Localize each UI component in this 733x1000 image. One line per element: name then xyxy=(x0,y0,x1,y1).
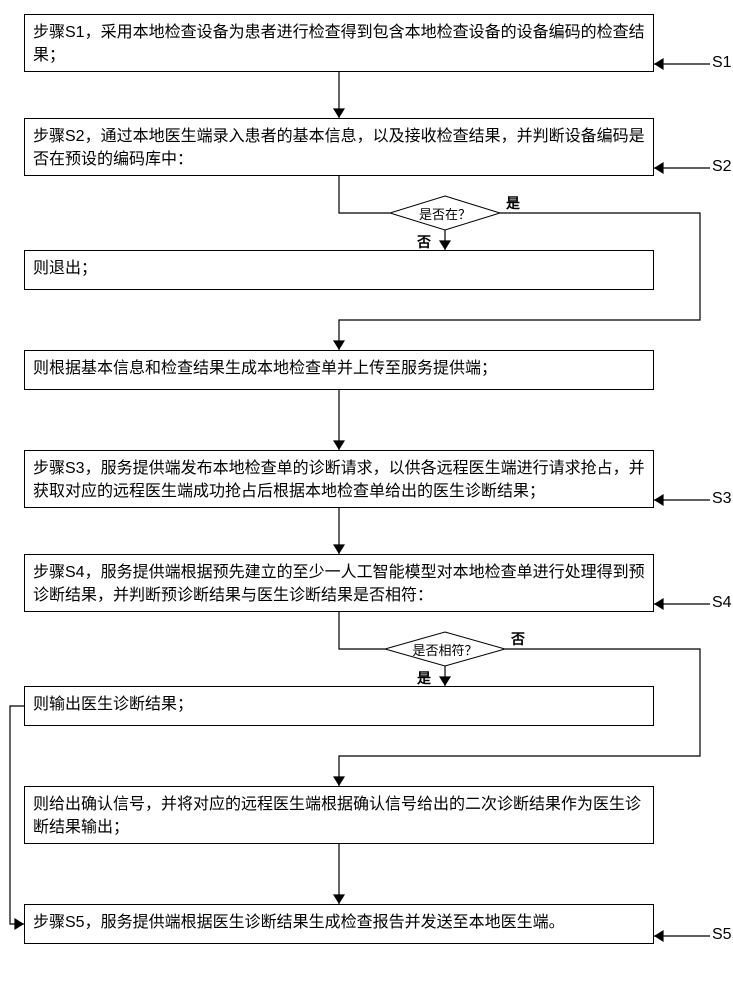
diamond-d2 xyxy=(385,632,505,666)
box-upl-text: 则根据基本信息和检查结果生成本地检查单并上传至服务提供端； xyxy=(33,360,497,377)
box-s1: 步骤S1，采用本地检查设备为患者进行检查得到包含本地检查设备的设备编码的检查结果… xyxy=(24,14,654,72)
diamond-d2-text: 是否相符？ xyxy=(385,640,505,659)
box-s2-text: 步骤S2，通过本地医生端录入患者的基本信息，以及接收检查结果，并判断设备编码是否… xyxy=(33,128,645,168)
box-s1-text: 步骤S1，采用本地检查设备为患者进行检查得到包含本地检查设备的设备编码的检查结果… xyxy=(33,24,645,64)
box-s2: 步骤S2，通过本地医生端录入患者的基本信息，以及接收检查结果，并判断设备编码是否… xyxy=(24,118,654,176)
s4-side-label: S4 xyxy=(712,594,732,612)
d1-yes-label: 是 xyxy=(506,193,520,213)
box-out: 则输出医生诊断结果； xyxy=(24,686,654,726)
s3-side-label: S3 xyxy=(712,490,732,508)
box-conf: 则给出确认信号，并将对应的远程医生端根据确认信号给出的二次诊断结果作为医生诊断结… xyxy=(24,786,654,844)
s5-side-label: S5 xyxy=(712,926,732,944)
d2-yes-label: 是 xyxy=(417,668,431,688)
d1-no-label: 否 xyxy=(417,232,431,252)
box-exit-text: 则退出； xyxy=(33,260,97,277)
box-conf-text: 则给出确认信号，并将对应的远程医生端根据确认信号给出的二次诊断结果作为医生诊断结… xyxy=(33,796,641,836)
box-exit: 则退出； xyxy=(24,250,654,290)
box-upl: 则根据基本信息和检查结果生成本地检查单并上传至服务提供端； xyxy=(24,350,654,390)
d2-no-label: 否 xyxy=(511,629,525,649)
diamond-d1 xyxy=(390,196,500,230)
box-s4-text: 步骤S4，服务提供端根据预先建立的至少一人工智能模型对本地检查单进行处理得到预诊… xyxy=(33,564,645,604)
box-s4: 步骤S4，服务提供端根据预先建立的至少一人工智能模型对本地检查单进行处理得到预诊… xyxy=(24,554,654,612)
box-out-text: 则输出医生诊断结果； xyxy=(33,696,193,713)
diamond-d1-text: 是否在？ xyxy=(390,204,500,223)
box-s5: 步骤S5，服务提供端根据医生诊断结果生成检查报告并发送至本地医生端。 xyxy=(24,904,654,944)
box-s3: 步骤S3，服务提供端发布本地检查单的诊断请求，以供各远程医生端进行请求抢占，并获… xyxy=(24,450,654,508)
s2-side-label: S2 xyxy=(712,158,732,176)
box-s3-text: 步骤S3，服务提供端发布本地检查单的诊断请求，以供各远程医生端进行请求抢占，并获… xyxy=(33,460,645,500)
s1-side-label: S1 xyxy=(712,54,732,72)
box-s5-text: 步骤S5，服务提供端根据医生诊断结果生成检查报告并发送至本地医生端。 xyxy=(33,914,565,931)
